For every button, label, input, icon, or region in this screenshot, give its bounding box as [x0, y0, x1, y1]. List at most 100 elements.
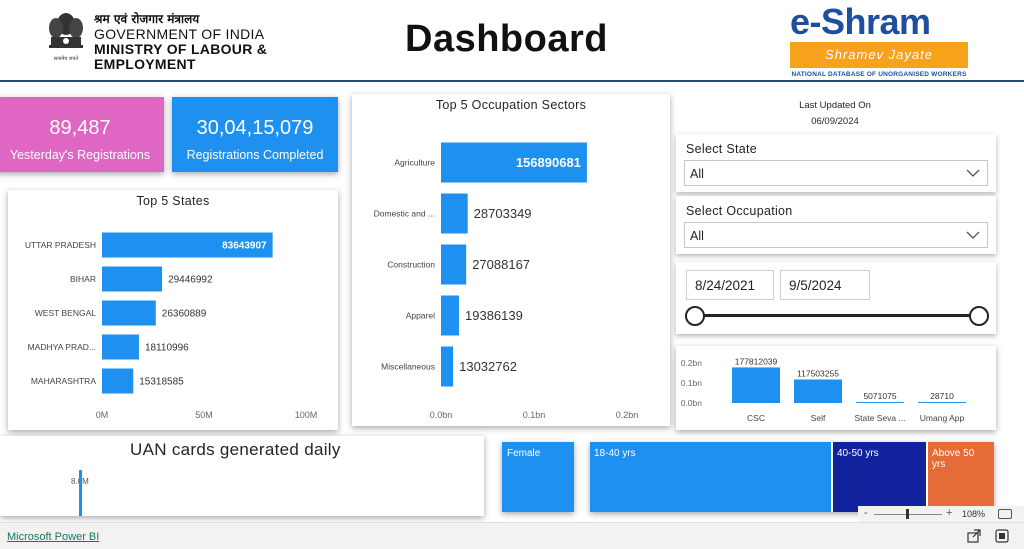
- occupation-slicer: Select Occupation All: [676, 196, 996, 254]
- fullscreen-icon[interactable]: [994, 528, 1010, 544]
- x-tick-label: 0.1bn: [523, 410, 546, 420]
- emblem-motto: सत्यमेव जयते: [54, 55, 79, 62]
- category-label: Umang App: [920, 413, 965, 423]
- uan-chart-title: UAN cards generated daily: [130, 440, 341, 459]
- top-occupation-svg: Agriculture 156890681 Domestic and ... 2870…: [374, 142, 639, 420]
- category-label: MADHYA PRAD...: [28, 342, 96, 352]
- bar[interactable]: [102, 300, 156, 326]
- share-icon[interactable]: [966, 528, 982, 544]
- yesterday-registrations-card[interactable]: 89,487 Yesterday's Registrations: [0, 97, 164, 172]
- state-slicer-label: Select State: [686, 142, 758, 156]
- data-label: 28703349: [474, 206, 532, 221]
- top-states-chart[interactable]: Top 5 States UTTAR PRADESH 83643907 BIHAR 2…: [8, 190, 338, 430]
- registration-source-chart[interactable]: 0.0bn 0.1bn 0.2bn 177812039 CSC 117503255 Self…: [676, 346, 996, 430]
- y-tick-label: 0.2bn: [681, 358, 703, 368]
- eshram-logo: e-Shram Shramev Jayate NATIONAL DATABASE…: [790, 4, 968, 78]
- bar[interactable]: [102, 266, 163, 292]
- bar[interactable]: [441, 193, 468, 234]
- category-label: BIHAR: [70, 274, 96, 284]
- date-range-track[interactable]: [696, 314, 980, 317]
- uan-bar[interactable]: [79, 470, 82, 516]
- zoom-out-button[interactable]: -: [864, 507, 868, 519]
- data-label: 83643907: [222, 240, 267, 251]
- occupation-dropdown[interactable]: All: [684, 222, 988, 248]
- bar[interactable]: [856, 401, 904, 403]
- y-tick-label: 0.1bn: [681, 378, 703, 388]
- bar[interactable]: [102, 368, 134, 394]
- registrations-completed-card[interactable]: 30,04,15,079 Registrations Completed: [172, 97, 338, 172]
- date-from-input[interactable]: 8/24/2021: [686, 270, 774, 300]
- occupation-dropdown-value: All: [690, 229, 704, 243]
- data-label: 5071075: [863, 391, 896, 401]
- status-bar: Microsoft Power BI: [0, 522, 1024, 549]
- top-states-svg: UTTAR PRADESH 83643907 BIHAR 29446992 WEST B…: [25, 232, 317, 420]
- zoom-slider-thumb[interactable]: [906, 509, 909, 519]
- ministry-hindi: श्रम एवं रोजगार मंत्रालय: [94, 12, 200, 26]
- state-dropdown[interactable]: All: [684, 160, 988, 186]
- category-label: Apparel: [406, 311, 435, 321]
- registration-source-svg: 0.0bn 0.1bn 0.2bn 177812039 CSC 117503255 Self…: [681, 356, 966, 423]
- chevron-down-icon[interactable]: [965, 165, 981, 181]
- data-label: 15318585: [139, 376, 184, 387]
- registrations-completed-label: Registrations Completed: [186, 148, 324, 162]
- age-treemap: 18-40 yrs 40-50 yrs Above 50 yrs: [590, 442, 994, 512]
- data-label: 26360889: [162, 308, 207, 319]
- ministry-line-2: EMPLOYMENT: [94, 56, 196, 72]
- zoom-in-button[interactable]: +: [946, 507, 953, 519]
- gender-female-label: Female: [507, 448, 541, 459]
- data-label: 13032762: [459, 359, 517, 374]
- zoom-control: - + 108%: [858, 506, 1024, 522]
- date-range-slicer: 8/24/2021 9/5/2024: [676, 262, 996, 334]
- uan-cards-chart[interactable]: UAN cards generated daily 8.0M: [0, 436, 484, 516]
- fit-to-page-icon[interactable]: [998, 509, 1012, 519]
- data-label: 18110996: [145, 342, 189, 353]
- data-label: 19386139: [465, 308, 523, 323]
- logo-subtitle: NATIONAL DATABASE OF UNORGANISED WORKERS: [791, 71, 967, 78]
- bar[interactable]: [102, 232, 273, 258]
- gender-treemap[interactable]: Female: [502, 442, 574, 512]
- y-tick-label: 0.0bn: [681, 398, 703, 408]
- bar[interactable]: [441, 346, 454, 387]
- data-label: 28710: [930, 391, 954, 401]
- page-title: Dashboard: [405, 18, 608, 60]
- date-range-end-handle[interactable]: [969, 306, 989, 326]
- data-label: 27088167: [472, 257, 530, 272]
- category-label: Miscellaneous: [381, 362, 435, 372]
- data-label: 177812039: [735, 356, 778, 366]
- data-label: 117503255: [797, 368, 839, 378]
- last-updated-date: 06/09/2024: [811, 116, 859, 127]
- last-updated: Last Updated On 06/09/2024: [680, 98, 990, 130]
- top-occupation-chart[interactable]: Top 5 Occupation Sectors Agriculture 1568…: [352, 94, 670, 426]
- bar[interactable]: [102, 334, 139, 360]
- data-label: 156890681: [516, 155, 581, 170]
- date-range-start-handle[interactable]: [685, 306, 705, 326]
- ministry-name: श्रम एवं रोजगार मंत्रालय GOVERNMENT OF I…: [94, 12, 267, 72]
- bar[interactable]: [794, 379, 842, 403]
- logo-tagline: Shramev Jayate: [790, 42, 968, 68]
- category-label: MAHARASHTRA: [31, 376, 97, 386]
- chart-title: Top 5 States: [136, 194, 210, 208]
- bar[interactable]: [918, 402, 966, 403]
- yesterday-registrations-value: 89,487: [49, 117, 111, 139]
- chevron-down-icon[interactable]: [965, 227, 981, 243]
- registrations-completed-value: 30,04,15,079: [196, 117, 314, 139]
- category-label: Agriculture: [394, 158, 435, 168]
- date-to-input[interactable]: 9/5/2024: [780, 270, 870, 300]
- yesterday-registrations-label: Yesterday's Registrations: [9, 148, 151, 162]
- age-segment-18-40[interactable]: 18-40 yrs: [590, 442, 831, 512]
- power-bi-link[interactable]: Microsoft Power BI: [7, 531, 100, 543]
- logo-brand: e-Shram: [790, 1, 931, 42]
- bar[interactable]: [441, 295, 460, 336]
- age-segment-above-50[interactable]: Above 50 yrs: [928, 442, 994, 512]
- government-label: GOVERNMENT OF INDIA: [94, 26, 265, 42]
- category-label: State Seva ...: [854, 413, 905, 423]
- state-slicer: Select State All: [676, 134, 996, 192]
- age-segment-40-50[interactable]: 40-50 yrs: [833, 442, 926, 512]
- data-label: 29446992: [168, 274, 213, 285]
- bar[interactable]: [441, 142, 587, 183]
- bar[interactable]: [732, 367, 780, 403]
- category-label: Domestic and ...: [374, 209, 435, 219]
- x-tick-label: 0.2bn: [616, 410, 639, 420]
- bar[interactable]: [441, 244, 467, 285]
